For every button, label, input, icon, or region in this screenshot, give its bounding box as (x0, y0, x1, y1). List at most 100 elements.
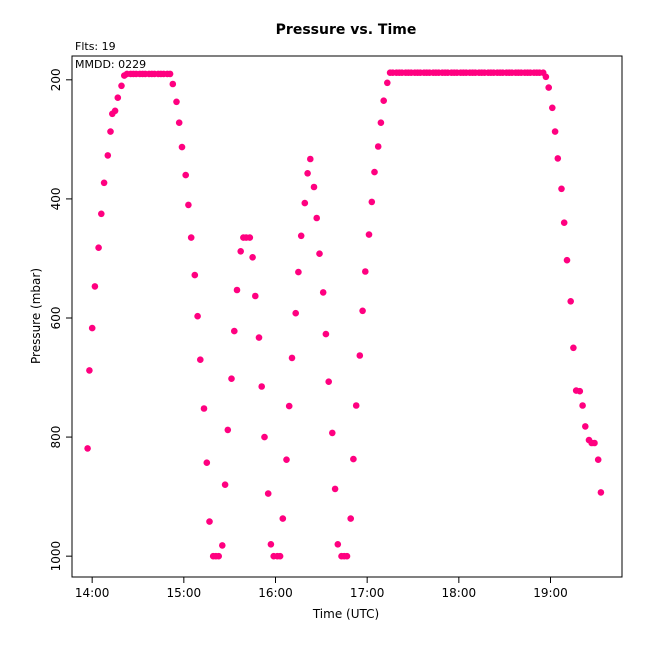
data-point-65 (279, 515, 287, 522)
data-point-95 (371, 168, 378, 176)
data-point-1 (86, 367, 93, 374)
data-point-73 (304, 170, 311, 177)
x-tick-label-5: 19:00 (533, 586, 568, 600)
data-point-38 (197, 356, 204, 364)
data-point-59 (261, 433, 268, 441)
data-point-168 (594, 456, 602, 464)
data-point-8 (107, 128, 114, 135)
data-point-37 (194, 312, 201, 320)
data-point-97 (377, 119, 385, 126)
data-point-76 (313, 214, 321, 222)
data-point-30 (173, 98, 180, 106)
data-point-96 (374, 143, 382, 150)
data-point-54 (246, 234, 254, 241)
data-point-157 (560, 219, 568, 226)
data-point-41 (206, 518, 213, 525)
data-point-70 (295, 268, 302, 276)
data-point-79 (322, 330, 330, 338)
data-point-46 (221, 481, 229, 489)
y-tick-label-4: 1000 (49, 541, 63, 572)
data-point-32 (178, 143, 186, 151)
plot-frame (71, 55, 623, 578)
data-point-169 (597, 489, 605, 496)
data-point-155 (554, 155, 562, 162)
data-point-58 (258, 383, 266, 390)
data-point-88 (350, 455, 357, 463)
date-annotation: MMDD: 0229 (75, 58, 146, 71)
data-point-90 (356, 352, 364, 359)
data-point-153 (549, 104, 556, 112)
data-point-74 (307, 155, 314, 163)
y-tick-label-3: 800 (49, 426, 63, 449)
data-point-82 (331, 485, 339, 493)
data-point-2 (88, 324, 96, 332)
data-point-67 (285, 402, 293, 410)
data-point-40 (203, 459, 211, 467)
y-tick-label-1: 400 (49, 187, 63, 210)
data-point-77 (316, 250, 323, 257)
data-point-51 (237, 248, 244, 255)
data-point-68 (288, 354, 296, 362)
data-point-45 (219, 542, 226, 549)
x-axis-label: Time (UTC) (312, 607, 379, 621)
data-point-4 (95, 244, 102, 251)
data-point-11 (114, 94, 122, 101)
data-point-66 (283, 456, 290, 464)
y-tick-label-2: 600 (49, 307, 63, 330)
data-point-151 (542, 73, 550, 81)
data-point-159 (567, 298, 574, 305)
data-point-50 (233, 286, 241, 294)
data-point-33 (182, 171, 189, 179)
data-point-83 (334, 541, 342, 548)
chart-title: Pressure vs. Time (276, 22, 417, 38)
data-point-91 (359, 307, 366, 315)
data-point-72 (301, 199, 309, 207)
x-tick-label-3: 17:00 (350, 586, 385, 600)
data-points (84, 69, 605, 560)
data-point-5 (98, 210, 105, 218)
data-point-94 (368, 198, 376, 206)
data-point-48 (228, 375, 235, 383)
data-point-163 (579, 402, 586, 409)
data-point-64 (276, 552, 284, 560)
data-point-57 (255, 334, 263, 341)
data-point-75 (310, 183, 318, 191)
data-point-160 (570, 344, 577, 352)
x-tick-label-1: 15:00 (167, 586, 202, 600)
data-point-28 (166, 70, 174, 78)
data-point-81 (329, 429, 336, 437)
data-point-162 (576, 387, 584, 395)
data-point-7 (104, 152, 112, 159)
data-point-44 (215, 552, 222, 560)
data-point-29 (169, 80, 177, 88)
data-point-80 (325, 378, 333, 386)
data-point-87 (347, 515, 355, 522)
data-point-36 (191, 271, 199, 279)
data-point-98 (380, 97, 388, 104)
data-point-78 (319, 289, 327, 296)
data-point-154 (551, 128, 559, 135)
data-point-156 (558, 185, 565, 193)
data-point-12 (118, 82, 125, 90)
x-axis: 14:00 15:00 16:00 17:00 18:00 19:00 (75, 576, 568, 600)
data-point-86 (343, 552, 351, 560)
data-point-152 (545, 84, 552, 91)
data-point-55 (249, 253, 256, 261)
data-point-31 (175, 119, 183, 126)
data-point-69 (292, 309, 300, 317)
data-point-92 (362, 268, 369, 275)
data-point-47 (224, 426, 232, 434)
data-point-49 (231, 327, 238, 335)
data-point-56 (252, 292, 259, 300)
data-point-93 (365, 231, 373, 238)
data-point-6 (100, 179, 108, 187)
data-point-35 (187, 234, 195, 241)
data-point-39 (200, 405, 208, 412)
data-point-10 (111, 107, 119, 115)
x-tick-label-4: 18:00 (442, 586, 477, 600)
x-tick-label-2: 16:00 (258, 586, 293, 600)
data-point-99 (384, 79, 391, 87)
x-tick-label-0: 14:00 (75, 586, 110, 600)
data-point-0 (84, 445, 91, 452)
